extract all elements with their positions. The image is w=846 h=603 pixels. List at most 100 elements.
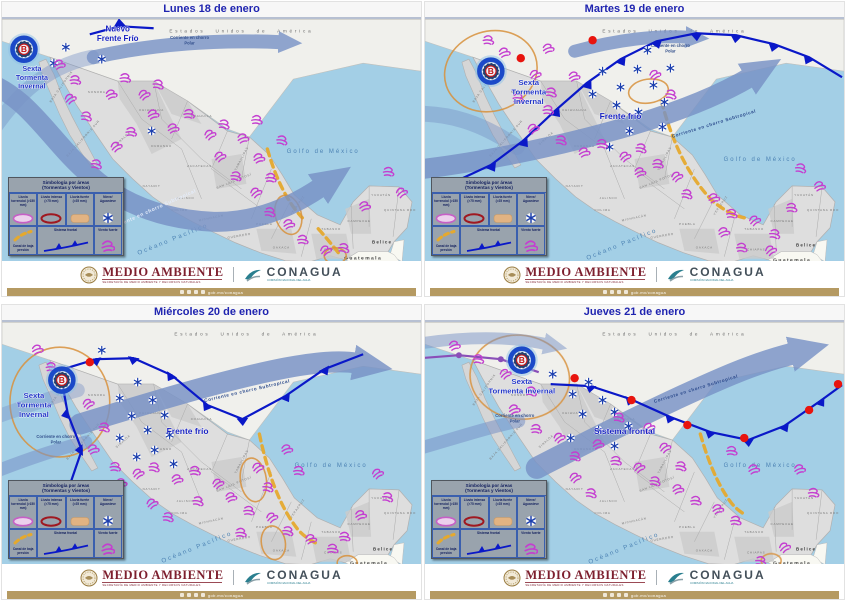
snow-icon <box>102 211 114 224</box>
svg-text:Invernal: Invernal <box>18 83 46 91</box>
svg-text:JALISCO: JALISCO <box>177 499 195 503</box>
svg-text:GUERRERO: GUERRERO <box>650 232 674 240</box>
snow-icon <box>159 410 170 420</box>
svg-text:Estados Unidos de América: Estados Unidos de América <box>602 331 746 336</box>
svg-text:MICHOACÁN: MICHOACÁN <box>198 516 224 525</box>
snow-icon <box>142 425 153 435</box>
conagua-brand: CONAGUA COMISIÓN NACIONAL DEL AGUA <box>243 569 343 586</box>
panel-footer: MEDIO AMBIENTE SECRETARÍA DE MEDIO AMBIE… <box>425 261 844 288</box>
winter-storm-icon <box>46 364 78 396</box>
forecast-panel-wednesday: Miércoles 20 de enero SONORA CHIHUAHUA COA… <box>1 304 422 600</box>
legend-item-viento: Viento fuerte <box>516 529 545 559</box>
svg-text:CHIAPAS: CHIAPAS <box>324 248 342 252</box>
legend-item-fuerte: Lluvia fuerte (>25 mm) <box>65 496 94 530</box>
svg-text:CHIHUAHUA: CHIHUAHUA <box>562 108 587 112</box>
warm-front-dot <box>740 433 749 443</box>
svg-text:Polar: Polar <box>184 41 195 46</box>
jet-stream-arrow <box>425 332 568 355</box>
svg-text:CAMPECHE: CAMPECHE <box>770 522 793 526</box>
warm-front-dot <box>588 36 597 45</box>
frontal-system-icon <box>43 542 88 555</box>
medio-ambiente-subtitle: SECRETARÍA DE MEDIO AMBIENTE Y RECURSOS … <box>525 581 646 587</box>
svg-text:OAXACA: OAXACA <box>696 549 713 553</box>
svg-text:Polar: Polar <box>510 418 521 423</box>
legend-item-intensa: Lluvia intensa (>75 mm) <box>37 193 66 227</box>
legend-title: Simbología por áreas (Tormentas y Viento… <box>9 481 123 497</box>
svg-text:Tormenta: Tormenta <box>511 88 546 97</box>
guatemala-landmass <box>344 554 400 564</box>
twitter-icon <box>609 290 614 294</box>
government-seal-icon <box>503 266 521 283</box>
snow-icon <box>567 389 578 399</box>
legend-item-canal: Canal de baja presión <box>432 529 461 559</box>
svg-text:COLIMA: COLIMA <box>594 511 610 515</box>
facebook-icon <box>179 290 184 294</box>
panel-title: Jueves 21 de enero <box>425 305 844 322</box>
intense-rain-icon <box>40 212 62 224</box>
panel-footer: MEDIO AMBIENTE SECRETARÍA DE MEDIO AMBIE… <box>2 564 421 591</box>
svg-text:ZACATECAS: ZACATECAS <box>610 164 635 168</box>
conagua-subtitle: COMISIÓN NACIONAL DEL AGUA <box>266 278 311 282</box>
legend-item-viento: Viento fuerte <box>516 226 545 256</box>
strong-wind-icon <box>101 240 116 252</box>
snow-icon <box>146 126 157 136</box>
jet-stream-arrow <box>86 31 303 65</box>
svg-text:COAHUILA: COAHUILA <box>191 417 213 421</box>
conagua-brand: CONAGUA COMISIÓN NACIONAL DEL AGUA <box>243 266 343 283</box>
strong-wind-icon <box>524 543 539 555</box>
legend-item-torrencial: Lluvia torrencial (>150 mm) <box>432 496 461 530</box>
legend-item-torrencial: Lluvia torrencial (>150 mm) <box>432 193 461 227</box>
conagua-brand: CONAGUA COMISIÓN NACIONAL DEL AGUA <box>666 266 766 283</box>
snow-icon <box>114 433 125 443</box>
conagua-logo-icon <box>667 269 684 282</box>
svg-text:JALISCO: JALISCO <box>600 196 618 200</box>
svg-text:Sexta: Sexta <box>22 65 42 73</box>
winter-storm-icon <box>506 344 538 376</box>
svg-text:GUERRERO: GUERRERO <box>227 535 251 543</box>
snow-icon <box>583 377 594 387</box>
conagua-logo-icon <box>244 269 261 282</box>
svg-text:YUCATÁN: YUCATÁN <box>371 193 391 197</box>
panel-footer: MEDIO AMBIENTE SECRETARÍA DE MEDIO AMBIE… <box>2 261 421 288</box>
snow-icon <box>131 452 142 462</box>
warm-front-dot <box>570 373 579 383</box>
torrential-rain-icon <box>435 213 457 224</box>
front-label: Sistema frontal <box>594 426 656 437</box>
medio-ambiente-brand: MEDIO AMBIENTE SECRETARÍA DE MEDIO AMBIE… <box>503 568 646 587</box>
social-bar: gob.mx/conagua <box>7 288 416 296</box>
svg-text:Golfo de México: Golfo de México <box>724 463 797 469</box>
svg-text:COLIMA: COLIMA <box>171 511 187 515</box>
medio-ambiente-subtitle: SECRETARÍA DE MEDIO AMBIENTE Y RECURSOS … <box>102 278 223 284</box>
strong-rain-icon <box>70 213 89 223</box>
legend-item-intensa: Lluvia intensa (>75 mm) <box>460 496 489 530</box>
panel-footer: MEDIO AMBIENTE SECRETARÍA DE MEDIO AMBIE… <box>425 564 844 591</box>
svg-text:Belice: Belice <box>796 547 816 552</box>
legend-item-frontal: Sistema frontal <box>37 226 94 256</box>
snow-icon <box>624 126 635 136</box>
svg-text:Corriente en chorro: Corriente en chorro <box>36 434 75 439</box>
snow-icon <box>665 63 676 73</box>
legend-item-viento: Viento fuerte <box>93 226 122 256</box>
legend-title-line1: Simbología por áreas <box>42 179 90 185</box>
legend-item-viento: Viento fuerte <box>93 529 122 559</box>
map-canvas: SONORACHIHUAHUACOAHUILADURANGOSINALOANAY… <box>2 19 421 261</box>
instagram-icon <box>616 290 621 294</box>
frontal-system-icon <box>466 542 511 555</box>
snow-icon <box>525 514 537 527</box>
svg-text:Polar: Polar <box>51 439 62 444</box>
svg-text:MICHOACÁN: MICHOACÁN <box>621 516 647 525</box>
snow-icon <box>659 97 670 107</box>
svg-text:Estados Unidos de América: Estados Unidos de América <box>174 331 318 336</box>
facebook-icon <box>179 593 184 597</box>
svg-text:Tormenta: Tormenta <box>16 74 49 82</box>
conagua-brand: CONAGUA COMISIÓN NACIONAL DEL AGUA <box>666 569 766 586</box>
front-label: Frente frío <box>166 426 209 437</box>
svg-text:SONORA: SONORA <box>511 393 529 397</box>
facebook-icon <box>602 290 607 294</box>
warm-front-dot <box>804 405 814 415</box>
gob-mx-link: gob.mx/conagua <box>630 289 667 295</box>
